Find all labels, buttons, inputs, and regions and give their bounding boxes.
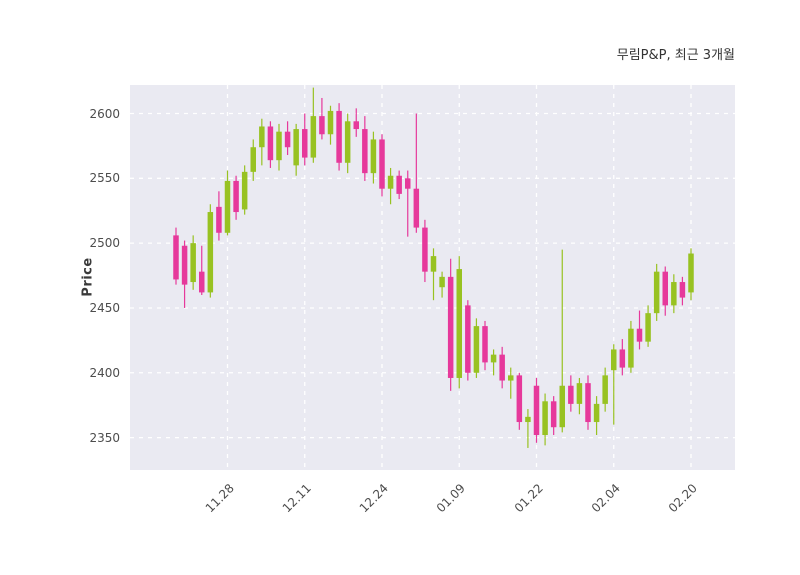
x-tick-label: 12.11 — [279, 481, 314, 516]
candle-body — [336, 110, 342, 163]
candle-body — [679, 282, 686, 298]
plot-background — [130, 85, 735, 470]
candle-body — [533, 385, 540, 435]
candle-body — [568, 385, 574, 404]
candle-body — [387, 175, 394, 189]
candle-body — [447, 276, 454, 378]
candle-body — [216, 206, 222, 233]
y-tick-label: 2550 — [89, 171, 120, 186]
candle-body — [430, 256, 437, 272]
candle-body — [499, 354, 505, 381]
candle-body — [525, 416, 531, 423]
candle-body — [559, 385, 565, 428]
candle-body — [576, 383, 583, 404]
plot-area — [130, 85, 735, 470]
candle-body — [508, 375, 514, 381]
candle-body — [602, 375, 608, 404]
x-tick-label: 02.04 — [588, 481, 623, 516]
candle-body — [284, 131, 291, 148]
candle-body — [190, 243, 196, 283]
candle-body — [465, 305, 471, 373]
candle-body — [344, 121, 351, 163]
candle-body — [379, 139, 385, 189]
candle-body — [302, 129, 308, 158]
candle-body — [267, 126, 274, 161]
candle-body — [628, 328, 634, 368]
candle-body — [662, 271, 668, 306]
candle-body — [413, 188, 420, 228]
candle-body — [327, 110, 334, 135]
candle-body — [319, 116, 325, 135]
candle-body — [233, 180, 239, 213]
candle-body — [422, 227, 428, 272]
x-tick-label: 01.09 — [434, 481, 469, 516]
candle-body — [619, 349, 626, 368]
candle-body — [490, 354, 497, 363]
x-tick-label: 12.24 — [356, 481, 391, 516]
y-tick-label: 2350 — [89, 430, 120, 445]
y-tick-label: 2500 — [89, 236, 120, 251]
y-tick-label: 2400 — [89, 365, 120, 380]
chart-title: 무림P&P, 최근 3개월 — [616, 48, 735, 63]
candle-body — [456, 269, 462, 378]
candle-body — [585, 383, 591, 423]
candle-body — [653, 271, 660, 314]
candle-body — [259, 126, 265, 148]
candle-body — [688, 253, 694, 293]
candle-body — [353, 121, 359, 130]
candle-body — [593, 403, 600, 423]
candle-body — [611, 349, 617, 371]
candle-body — [250, 147, 256, 172]
candle-body — [671, 282, 677, 306]
y-tick-label: 2450 — [89, 300, 120, 315]
y-axis-label: Price — [80, 257, 96, 297]
candle-body — [293, 129, 299, 166]
candle-body — [276, 131, 282, 161]
y-tick-label: 2600 — [89, 106, 120, 121]
candle-body — [645, 313, 651, 342]
candle-body — [405, 178, 411, 189]
candle-body — [516, 375, 523, 423]
candle-body — [473, 326, 480, 373]
x-tick-label: 11.28 — [202, 481, 237, 516]
candle-body — [482, 326, 488, 363]
candle-body — [636, 328, 643, 342]
candle-body — [362, 129, 368, 174]
candle-body — [199, 271, 205, 293]
candle-body — [396, 175, 402, 194]
x-tick-label: 01.22 — [511, 481, 546, 516]
candlestick-svg — [130, 85, 735, 470]
candle-body — [241, 171, 248, 210]
x-tick-label: 02.20 — [665, 481, 700, 516]
candle-body — [310, 116, 317, 158]
candle-body — [181, 245, 188, 285]
candle-body — [550, 401, 557, 428]
candle-body — [542, 401, 548, 435]
candle-body — [173, 235, 179, 280]
candle-body — [224, 180, 231, 233]
candle-body — [370, 139, 377, 174]
candle-body — [207, 212, 214, 293]
candle-body — [439, 276, 445, 288]
